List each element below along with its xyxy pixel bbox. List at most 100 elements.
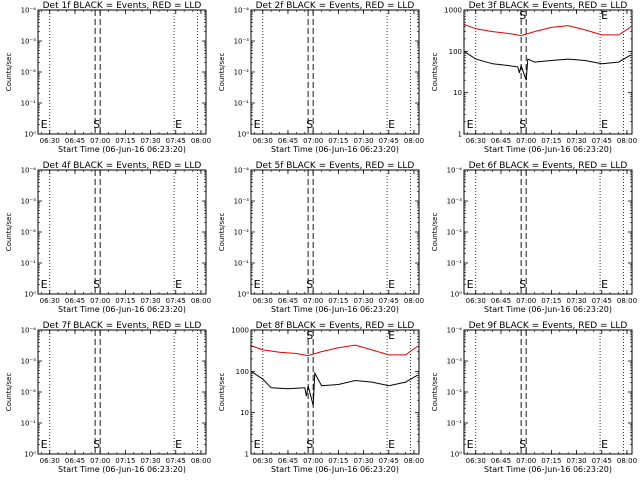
detector-panel: Det 2f BLACK = Events, RED = LLD S E E 10⁰ 10… xyxy=(218,1,424,154)
plot-area xyxy=(475,330,625,454)
plot-frame xyxy=(37,329,207,455)
x-tick-label: 07:30 xyxy=(353,297,373,305)
y-tick-label: 10⁻² xyxy=(234,229,250,237)
y-tick-label: 10⁻² xyxy=(447,389,463,397)
plot-area xyxy=(49,10,199,134)
y-axis-label: Counts/sec xyxy=(218,373,226,412)
x-tick-label: 07:15 xyxy=(115,457,135,465)
x-tick-label: 07:15 xyxy=(328,137,348,145)
x-tick-label: 07:45 xyxy=(379,457,399,465)
x-tick-label: 07:30 xyxy=(566,137,586,145)
x-tick-label: 08:00 xyxy=(617,457,637,465)
start-marker-label: S xyxy=(306,438,313,451)
end-marker-label: E xyxy=(254,278,261,291)
panel-title: Det 5f BLACK = Events, RED = LLD xyxy=(256,161,415,171)
plot-area xyxy=(475,170,625,294)
y-tick-label: 10⁻⁴ xyxy=(234,7,250,15)
end-marker-label: E xyxy=(601,118,608,131)
x-tick-label: 08:00 xyxy=(191,137,211,145)
x-tick-label: 07:00 xyxy=(303,457,323,465)
detector-panel: Det 7f BLACK = Events, RED = LLD S E E 10⁰ 10… xyxy=(5,321,211,474)
x-tick-label: 06:30 xyxy=(40,457,60,465)
series-line xyxy=(464,50,631,81)
x-tick-label: 08:00 xyxy=(191,457,211,465)
y-tick-label: 10⁰ xyxy=(24,451,36,459)
x-tick-label: 07:15 xyxy=(541,297,561,305)
x-tick-label: 07:15 xyxy=(541,137,561,145)
start-marker-label: S xyxy=(306,329,313,342)
y-tick-label: 10⁻² xyxy=(21,229,37,237)
detector-panel: Det 6f BLACK = Events, RED = LLD S E E 10⁰ 10… xyxy=(431,161,637,314)
x-tick-label: 07:45 xyxy=(592,137,612,145)
y-tick-label: 10⁻¹ xyxy=(234,260,250,268)
y-tick-label: 10⁰ xyxy=(237,291,249,299)
start-marker-label: S xyxy=(519,9,526,22)
y-tick-label: 10⁻³ xyxy=(234,38,250,46)
start-marker-label: S xyxy=(93,118,100,131)
x-tick-label: 07:30 xyxy=(353,137,373,145)
y-tick-label: 10⁻⁴ xyxy=(21,7,37,15)
panel-title: Det 9f BLACK = Events, RED = LLD xyxy=(469,321,628,331)
y-tick-label: 1000 xyxy=(444,7,462,15)
x-tick-label: 07:15 xyxy=(115,137,135,145)
x-tick-label: 06:45 xyxy=(278,137,298,145)
x-axis-label: Start Time (06-Jun-16 06:23:20) xyxy=(271,145,399,154)
end-marker-label: E xyxy=(41,118,48,131)
x-tick-label: 07:30 xyxy=(140,297,160,305)
end-marker-label: E xyxy=(388,118,395,131)
x-tick-label: 07:15 xyxy=(328,457,348,465)
y-tick-label: 10⁰ xyxy=(237,131,249,139)
y-tick-label: 10⁻¹ xyxy=(21,420,37,428)
x-tick-label: 07:30 xyxy=(140,137,160,145)
x-tick-label: 08:00 xyxy=(404,137,424,145)
start-marker-label: S xyxy=(306,278,313,291)
end-marker-label: E xyxy=(254,118,261,131)
y-tick-label: 1 xyxy=(458,131,462,139)
detector-panel: Det 9f BLACK = Events, RED = LLD S E E 10⁰ 10… xyxy=(431,321,637,474)
x-tick-label: 07:45 xyxy=(166,457,186,465)
end-marker-label: E xyxy=(175,278,182,291)
x-tick-label: 08:00 xyxy=(191,297,211,305)
y-tick-label: 10⁻⁴ xyxy=(21,167,37,175)
x-tick-label: 07:30 xyxy=(353,457,373,465)
panel-title: Det 2f BLACK = Events, RED = LLD xyxy=(256,1,415,11)
y-axis-label: Counts/sec xyxy=(431,53,439,92)
x-tick-label: 08:00 xyxy=(404,457,424,465)
x-tick-label: 06:45 xyxy=(491,297,511,305)
x-tick-label: 06:30 xyxy=(40,297,60,305)
x-tick-label: 07:15 xyxy=(541,457,561,465)
plot-frame xyxy=(250,329,420,455)
x-tick-label: 06:45 xyxy=(65,297,85,305)
x-tick-label: 08:00 xyxy=(617,137,637,145)
y-tick-label: 10⁻⁴ xyxy=(447,327,463,335)
end-marker-label: E xyxy=(175,438,182,451)
x-tick-label: 06:45 xyxy=(491,457,511,465)
y-tick-label: 1000 xyxy=(231,327,249,335)
panel-title: Det 1f BLACK = Events, RED = LLD xyxy=(43,1,202,11)
panel-title: Det 7f BLACK = Events, RED = LLD xyxy=(43,321,202,331)
x-tick-label: 07:00 xyxy=(516,137,536,145)
start-marker-label: S xyxy=(519,438,526,451)
y-tick-label: 10⁻³ xyxy=(234,198,250,206)
x-tick-label: 07:00 xyxy=(90,137,110,145)
end-marker-label: E xyxy=(175,118,182,131)
y-tick-label: 10⁻² xyxy=(234,69,250,77)
y-tick-label: 10⁻³ xyxy=(447,358,463,366)
plot-area xyxy=(251,330,418,454)
end-marker-label: E xyxy=(388,329,395,342)
plot-area xyxy=(49,330,199,454)
y-tick-label: 100 xyxy=(236,368,249,376)
y-tick-label: 100 xyxy=(449,48,462,56)
y-tick-label: 10⁻³ xyxy=(21,198,37,206)
x-axis-label: Start Time (06-Jun-16 06:23:20) xyxy=(484,465,612,474)
end-marker-label: E xyxy=(467,278,474,291)
x-tick-label: 06:30 xyxy=(253,457,273,465)
x-tick-label: 06:45 xyxy=(491,137,511,145)
y-axis-label: Counts/sec xyxy=(218,213,226,252)
x-tick-label: 07:45 xyxy=(592,297,612,305)
end-marker-label: E xyxy=(467,438,474,451)
y-tick-label: 10⁻² xyxy=(447,229,463,237)
x-tick-label: 08:00 xyxy=(404,297,424,305)
